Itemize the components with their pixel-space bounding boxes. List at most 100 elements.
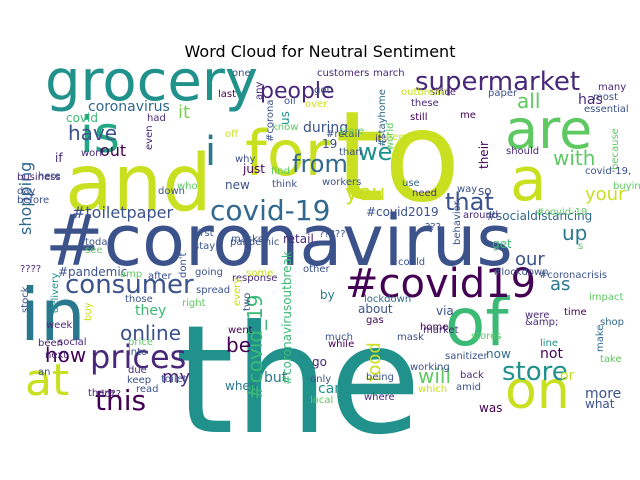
word-69: so bbox=[478, 184, 492, 198]
word-71: their bbox=[477, 141, 491, 169]
word-141: other bbox=[303, 264, 331, 275]
word-104: essential bbox=[584, 104, 629, 115]
word-32: will bbox=[418, 364, 451, 388]
word-169: there bbox=[88, 388, 114, 399]
word-50: more bbox=[585, 386, 621, 402]
word-9: for bbox=[245, 117, 331, 190]
word-125: down bbox=[158, 186, 185, 197]
word-20: i bbox=[205, 129, 216, 175]
word-190: amp bbox=[120, 269, 142, 280]
word-30: #toiletpaper bbox=[72, 203, 173, 222]
word-81: only bbox=[310, 374, 331, 385]
word-3: and bbox=[65, 139, 212, 229]
word-13: supermarket bbox=[415, 67, 580, 97]
word-135: spread bbox=[196, 285, 230, 296]
word-35: up bbox=[562, 221, 587, 245]
word-186: stores bbox=[471, 331, 502, 342]
word-85: were bbox=[525, 310, 549, 321]
word-146: local bbox=[310, 395, 333, 406]
word-144: much bbox=[325, 332, 353, 343]
word-171: an bbox=[38, 367, 50, 378]
word-8: a bbox=[510, 145, 547, 215]
word-102: most bbox=[593, 92, 618, 103]
word-28: how bbox=[45, 343, 86, 367]
word-109: me bbox=[460, 110, 476, 121]
word-41: as bbox=[550, 274, 570, 295]
word-19: this bbox=[95, 384, 146, 417]
word-66: go bbox=[312, 355, 327, 369]
word-31: #covid_19 bbox=[243, 294, 267, 400]
word-140: some bbox=[246, 268, 273, 279]
word-189: ??? bbox=[425, 222, 441, 233]
word-45: during bbox=[303, 120, 348, 136]
word-115: got bbox=[314, 85, 330, 96]
word-80: due bbox=[128, 365, 147, 376]
word-21: have bbox=[68, 121, 117, 145]
word-152: toilet bbox=[161, 374, 187, 385]
word-40: my bbox=[162, 367, 191, 388]
word-15: covid-19 bbox=[210, 194, 330, 227]
word-34: that bbox=[445, 188, 494, 216]
word-59: by bbox=[320, 288, 335, 302]
word-143: gas bbox=[366, 315, 384, 326]
word-96: need bbox=[412, 188, 437, 199]
word-94: home bbox=[420, 322, 448, 333]
word-119: even bbox=[144, 125, 155, 150]
word-111: because bbox=[610, 128, 621, 170]
word-99: customers bbox=[317, 68, 369, 79]
word-26: your bbox=[585, 184, 626, 205]
word-78: after bbox=[148, 271, 173, 282]
word-176: today bbox=[85, 237, 114, 248]
word-64: just bbox=[242, 162, 265, 176]
word-53: but bbox=[264, 370, 288, 386]
word-44: has bbox=[578, 92, 603, 108]
word-23: you bbox=[345, 181, 385, 206]
word-89: take bbox=[600, 354, 622, 365]
word-164: #corona bbox=[265, 100, 276, 142]
word-183: buy bbox=[83, 302, 94, 321]
word-38: all bbox=[517, 89, 540, 113]
word-73: #coronavirusoutbreak bbox=[280, 251, 294, 385]
word-153: lockdown bbox=[364, 294, 411, 305]
word-2: to bbox=[335, 85, 461, 230]
word-7: is bbox=[80, 106, 120, 164]
word-129: find bbox=[271, 166, 290, 177]
word-46: coronavirus bbox=[88, 99, 170, 115]
word-156: around bbox=[463, 210, 498, 221]
word-0: the bbox=[175, 294, 421, 468]
word-182: every bbox=[232, 278, 243, 306]
word-179: those bbox=[125, 294, 153, 305]
word-161: one bbox=[232, 68, 251, 79]
word-17: consumer bbox=[65, 270, 194, 300]
word-93: market bbox=[423, 325, 459, 336]
word-120: work bbox=[81, 148, 105, 159]
word-112: buying bbox=[613, 181, 640, 192]
word-48: they bbox=[135, 303, 166, 319]
word-157: way bbox=[457, 184, 477, 195]
word-62: get bbox=[492, 237, 512, 251]
word-168: read bbox=[136, 384, 159, 395]
word-103: many bbox=[598, 82, 626, 93]
word-110: should bbox=[506, 146, 539, 157]
word-92: sanitizer bbox=[445, 351, 489, 362]
word-151: which bbox=[418, 384, 447, 395]
word-14: at bbox=[25, 355, 69, 406]
word-86: &amp; bbox=[525, 317, 558, 328]
word-121: business bbox=[17, 172, 61, 183]
word-122: here bbox=[38, 171, 61, 182]
word-100: march bbox=[373, 68, 405, 79]
word-54: can bbox=[318, 381, 343, 397]
word-98: workers bbox=[322, 177, 361, 188]
word-29: shopping bbox=[16, 162, 35, 235]
word-107: still bbox=[410, 112, 427, 123]
word-155: behavior bbox=[452, 200, 463, 245]
word-47: covid bbox=[66, 111, 98, 125]
word-162: outbreak bbox=[401, 87, 446, 98]
word-72: retail bbox=[283, 232, 314, 246]
word-185: #covid-19 bbox=[536, 207, 587, 218]
word-37: food bbox=[364, 342, 385, 382]
word-12: #covid19 bbox=[345, 261, 536, 307]
word-10: are bbox=[505, 98, 592, 161]
word-137: first bbox=[194, 228, 214, 239]
